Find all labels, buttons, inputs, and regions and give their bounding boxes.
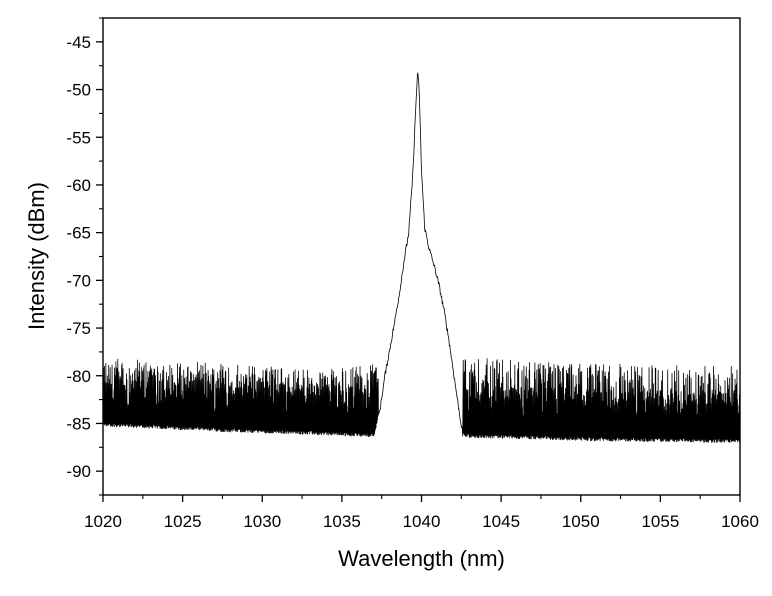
y-tick-label: -70 (66, 271, 91, 290)
x-tick-label: 1045 (482, 512, 520, 531)
y-tick-label: -65 (66, 224, 91, 243)
y-tick-label: -85 (66, 414, 91, 433)
series-layer (102, 72, 741, 443)
y-tick-label: -75 (66, 319, 91, 338)
y-tick-label: -50 (66, 81, 91, 100)
y-tick-label: -90 (66, 462, 91, 481)
x-tick-label: 1030 (243, 512, 281, 531)
x-tick-label: 1050 (562, 512, 600, 531)
y-tick-label: -55 (66, 128, 91, 147)
y-tick-label: -60 (66, 176, 91, 195)
spectrum-series-line (102, 72, 741, 443)
x-tick-label: 1035 (323, 512, 361, 531)
x-tick-label: 1020 (84, 512, 122, 531)
x-tick-label: 1055 (641, 512, 679, 531)
y-axis-title: Intensity (dBm) (24, 182, 49, 330)
x-tick-label: 1040 (403, 512, 441, 531)
x-axis-title: Wavelength (nm) (338, 546, 505, 571)
y-tick-label: -80 (66, 367, 91, 386)
x-tick-label: 1060 (721, 512, 759, 531)
y-tick-label: -45 (66, 33, 91, 52)
x-axis-ticks: 1020 1025 1030 1035 1040 1045 1050 1055 1060 (84, 495, 759, 531)
x-tick-label: 1025 (164, 512, 202, 531)
y-axis-ticks: -45 -50 -55 -60 -65 -70 -75 -80 -85 -90 (66, 17, 103, 496)
